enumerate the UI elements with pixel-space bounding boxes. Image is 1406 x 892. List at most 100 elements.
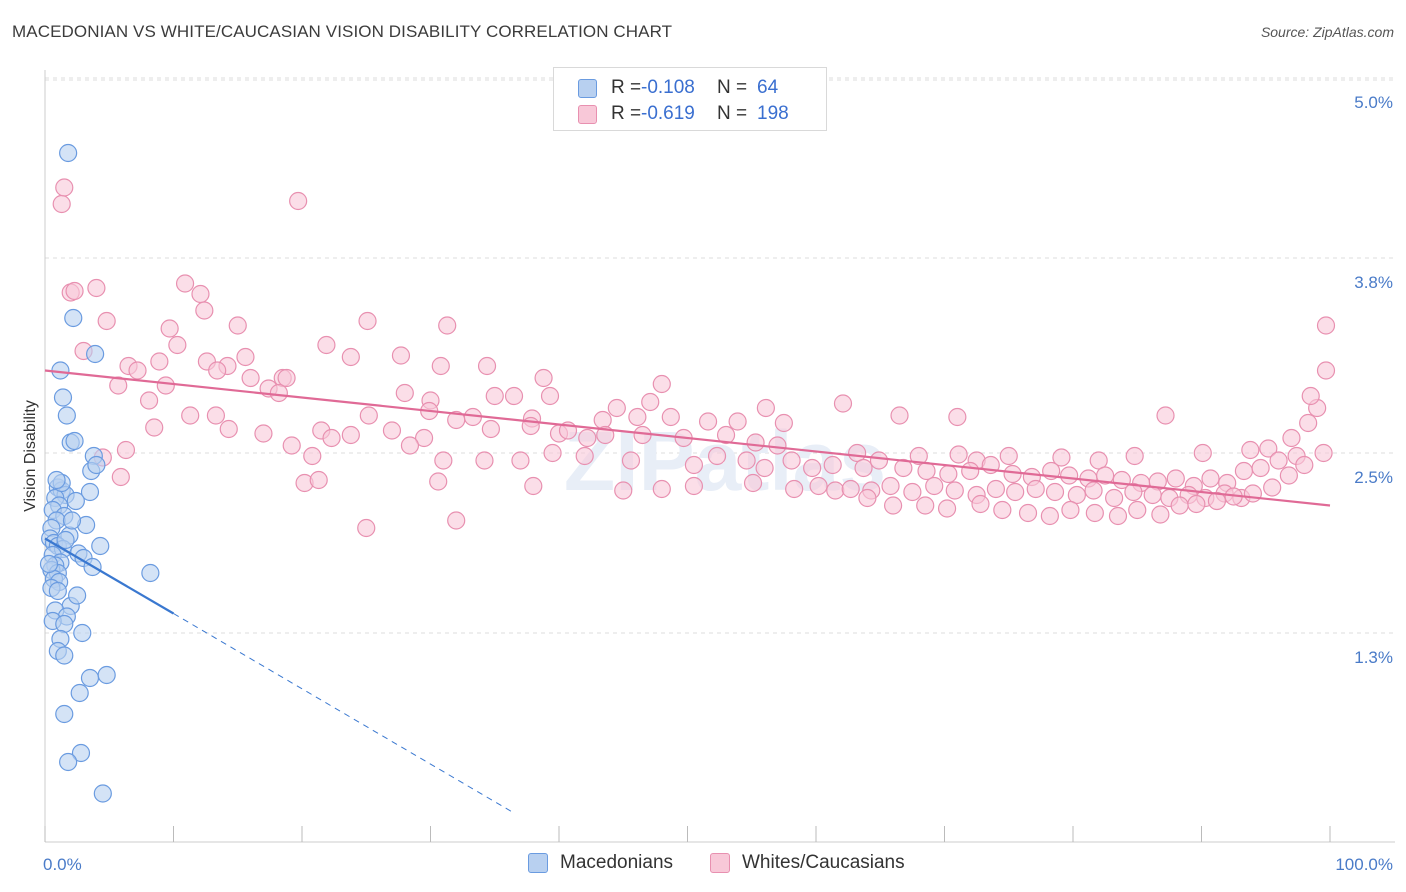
y-tick-label: 2.5% xyxy=(1354,468,1393,487)
white-point xyxy=(438,316,457,335)
legend-r-label: R = xyxy=(611,77,642,98)
macedonian-point xyxy=(141,563,160,583)
white-point xyxy=(614,481,633,500)
white-point xyxy=(181,406,200,425)
white-point xyxy=(1170,496,1189,515)
white-point xyxy=(1125,446,1144,466)
white-point xyxy=(1243,484,1263,503)
white-point xyxy=(858,488,877,508)
white-point xyxy=(1003,464,1022,484)
white-point xyxy=(1124,482,1143,502)
white-point xyxy=(382,421,402,440)
white-point xyxy=(774,413,793,433)
white-point xyxy=(55,178,74,197)
white-point xyxy=(1128,500,1147,520)
white-point xyxy=(684,455,704,475)
legend-item-whites[interactable]: Whites/Caucasians xyxy=(710,852,905,874)
macedonian-point xyxy=(55,614,74,634)
white-point xyxy=(916,496,935,515)
white-point xyxy=(341,425,360,445)
white-point xyxy=(1018,503,1038,523)
white-point xyxy=(485,386,504,406)
white-point xyxy=(607,398,626,418)
macedonian-point xyxy=(86,344,105,364)
white-point xyxy=(1316,361,1336,380)
white-point xyxy=(971,494,990,514)
white-point xyxy=(1279,466,1298,485)
macedonian-point xyxy=(66,491,85,511)
macedonian-point xyxy=(56,530,75,550)
white-point xyxy=(869,451,889,470)
white-point xyxy=(1251,458,1270,478)
white-point xyxy=(228,316,247,335)
white-point xyxy=(755,458,774,478)
legend-r-label: R = xyxy=(611,103,642,124)
white-point xyxy=(97,311,116,331)
source-label: Source: ZipAtlas.com xyxy=(1260,24,1394,40)
legend-r-value: -0.619 xyxy=(641,103,695,124)
white-point xyxy=(206,406,226,425)
white-point xyxy=(986,479,1006,499)
white-point xyxy=(621,451,641,470)
white-point xyxy=(1084,481,1103,500)
white-point xyxy=(400,436,420,455)
legend-r-value: -0.108 xyxy=(641,77,695,98)
white-point xyxy=(475,451,494,470)
white-point xyxy=(289,191,308,211)
y-axis-title: Vision Disability xyxy=(22,400,39,512)
white-point xyxy=(661,407,680,427)
white-trend-line xyxy=(44,369,1331,507)
legend-label-whites: Whites/Caucasians xyxy=(742,852,905,873)
white-point xyxy=(111,467,130,487)
white-point xyxy=(269,383,288,403)
macedonian-trend-line xyxy=(44,537,175,615)
macedonian-point xyxy=(59,143,78,163)
white-point xyxy=(652,374,671,394)
white-point xyxy=(1040,506,1059,526)
macedonian-point xyxy=(93,784,112,803)
white-point xyxy=(65,281,84,301)
white-point xyxy=(322,428,341,448)
white-point xyxy=(707,446,727,466)
white-point xyxy=(716,425,736,445)
white-point xyxy=(961,461,980,481)
white-point xyxy=(1201,469,1220,488)
white-point xyxy=(1269,451,1288,470)
series-legend: Macedonians Whites/Caucasians xyxy=(0,852,1406,876)
white-point xyxy=(903,482,922,502)
white-point xyxy=(195,301,214,320)
white-point xyxy=(1096,466,1115,485)
white-point xyxy=(737,451,756,470)
white-point xyxy=(945,481,964,500)
white-point xyxy=(593,410,612,430)
white-point xyxy=(890,406,909,425)
white-point xyxy=(883,496,903,515)
white-point xyxy=(937,499,957,518)
legend-n-label: N = xyxy=(717,77,748,98)
white-point xyxy=(1067,485,1086,505)
white-point xyxy=(1166,469,1185,488)
white-point xyxy=(156,376,175,395)
white-point xyxy=(578,428,597,448)
legend-swatch-macedonians xyxy=(528,853,548,873)
legend-n-value: 198 xyxy=(757,103,789,124)
white-point xyxy=(1060,466,1079,485)
white-point xyxy=(434,451,453,470)
white-point xyxy=(641,392,660,412)
macedonian-point xyxy=(68,586,87,605)
macedonian-point xyxy=(53,388,73,407)
white-point xyxy=(139,391,159,410)
white-point xyxy=(684,476,704,496)
white-point xyxy=(1026,479,1045,499)
white-point xyxy=(317,335,336,355)
legend-item-macedonians[interactable]: Macedonians xyxy=(528,852,673,874)
white-point xyxy=(358,311,377,331)
x-tick-label-min: 0.0% xyxy=(43,855,82,874)
chart-title: MACEDONIAN VS WHITE/CAUCASIAN VISION DIS… xyxy=(12,22,673,41)
white-point xyxy=(168,335,187,355)
white-point xyxy=(359,406,378,425)
white-point xyxy=(303,446,322,466)
white-point xyxy=(1207,491,1227,511)
white-point xyxy=(628,407,647,427)
